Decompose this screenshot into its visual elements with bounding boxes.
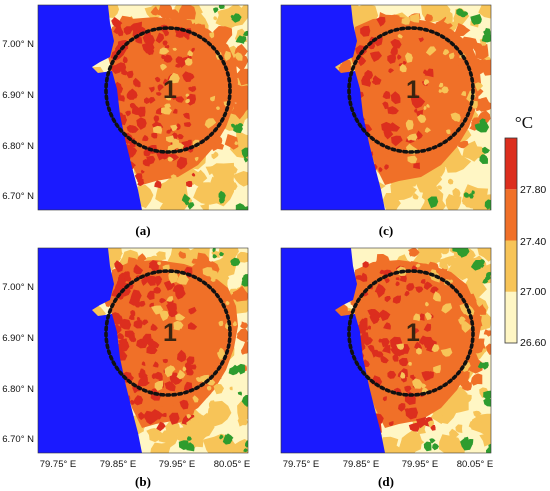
lat-tick: 6.80° N <box>2 384 34 395</box>
lon-tick: 79.75° E <box>283 459 320 470</box>
zone-label: 1 <box>163 76 177 104</box>
legend-unit: °C <box>515 113 533 132</box>
lat-tick: 6.90° N <box>2 333 34 344</box>
legend-tick: 27.00 <box>520 286 546 298</box>
map-area-b <box>38 248 248 453</box>
lat-tick: 6.80° N <box>2 141 34 152</box>
panel-label: (d) <box>378 474 394 489</box>
map-panel-d: 1 79.75° E 79.85° E 79.95° E 80.05° E (d… <box>280 247 494 489</box>
map-panel-c: 1 (c) <box>280 4 492 238</box>
lat-tick: 7.00° N <box>2 282 34 293</box>
panel-label: (a) <box>135 223 150 238</box>
lon-tick: 80.05° E <box>214 459 251 470</box>
legend-tick: 27.80 <box>520 184 546 196</box>
lon-tick: 79.75° E <box>40 459 77 470</box>
colorbar <box>504 137 518 344</box>
panel-label: (c) <box>379 223 393 238</box>
lat-tick: 6.70° N <box>2 434 34 445</box>
map-area-c <box>281 5 491 210</box>
lon-tick: 79.85° E <box>343 459 380 470</box>
lon-tick: 79.85° E <box>100 459 137 470</box>
zone-label: 1 <box>406 319 420 347</box>
map-panel-b: 1 7.00° N 6.90° N 6.80° N 6.70° N 79.75°… <box>2 247 251 489</box>
map-area-a <box>38 5 248 210</box>
lat-tick: 7.00° N <box>2 39 34 50</box>
lon-tick: 79.95° E <box>402 459 439 470</box>
lat-tick: 6.90° N <box>2 90 34 101</box>
lon-tick: 79.95° E <box>159 459 196 470</box>
zone-label: 1 <box>406 76 420 104</box>
lat-tick: 6.70° N <box>2 191 34 202</box>
temperature-legend: °C 27.80 27.40 27.00 26.60 <box>504 113 546 349</box>
lon-tick: 80.05° E <box>457 459 494 470</box>
map-panel-a: 1 7.00° N 6.90° N 6.80° N 6.70° N (a) <box>2 4 249 238</box>
legend-tick: 26.60 <box>520 337 546 349</box>
zone-label: 1 <box>163 319 177 347</box>
panel-label: (b) <box>135 474 151 489</box>
map-area-d <box>281 248 491 453</box>
legend-tick: 27.40 <box>520 236 546 248</box>
